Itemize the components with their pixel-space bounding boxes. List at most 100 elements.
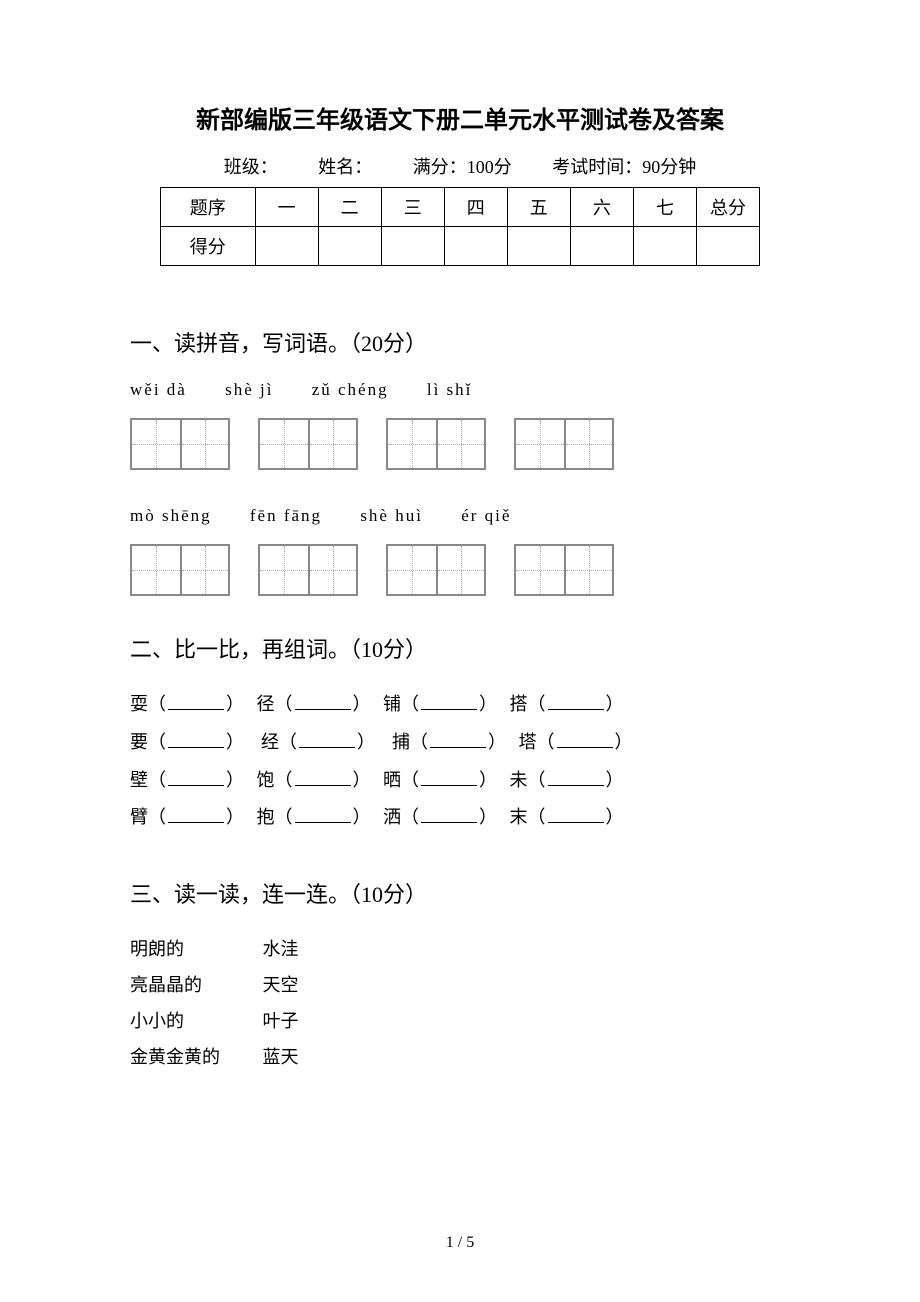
char-box (564, 420, 612, 468)
char-box-pair (386, 418, 486, 470)
score-col-total: 总分 (696, 188, 759, 227)
q3-pair: 小小的 叶子 (130, 1003, 790, 1039)
char-box (516, 546, 564, 594)
char-box (436, 420, 484, 468)
char-box (180, 546, 228, 594)
q2-content: 耍（） 径（） 铺（） 搭（） 要（） 经（） 捕（） 塔（） 壁（） 饱（） … (130, 686, 790, 837)
q2-char: 抱 (257, 807, 275, 827)
score-table-score-row: 得分 (161, 227, 760, 266)
char-box (388, 420, 436, 468)
pinyin-word: zǔ chéng (312, 380, 389, 399)
q2-line: 要（） 经（） 捕（） 塔（） (130, 724, 790, 762)
char-boxes-row-1 (130, 418, 790, 470)
q3-left: 金黄金黄的 (130, 1039, 258, 1075)
score-cell (318, 227, 381, 266)
char-box (436, 546, 484, 594)
q2-char: 塔 (519, 732, 537, 752)
char-box (308, 546, 356, 594)
score-cell (633, 227, 696, 266)
q2-line: 壁（） 饱（） 晒（） 未（） (130, 762, 790, 800)
score-row-label: 得分 (161, 227, 256, 266)
q2-char: 末 (510, 807, 528, 827)
blank-field (295, 805, 351, 823)
class-label: 班级： (224, 157, 278, 177)
pinyin-word: fēn fāng (250, 506, 322, 525)
q2-char: 捕 (392, 732, 410, 752)
char-box (132, 420, 180, 468)
q2-line: 耍（） 径（） 铺（） 搭（） (130, 686, 790, 724)
q3-left: 小小的 (130, 1003, 258, 1039)
q1-pinyin-row-1: wěi dà shè jì zǔ chéng lì shǐ (130, 380, 790, 400)
q3-content: 明朗的 水洼 亮晶晶的 天空 小小的 叶子 金黄金黄的 蓝天 (130, 931, 790, 1075)
q2-char: 晒 (383, 770, 401, 790)
score-col-3: 三 (381, 188, 444, 227)
pinyin-word: shè huì (360, 506, 423, 525)
blank-field (557, 730, 613, 748)
blank-field (421, 768, 477, 786)
char-box-pair (514, 544, 614, 596)
full-score: 满分：100分 (413, 157, 512, 177)
blank-field (168, 805, 224, 823)
blank-field (168, 730, 224, 748)
score-cell (444, 227, 507, 266)
q3-pair: 明朗的 水洼 (130, 931, 790, 967)
char-boxes-row-2 (130, 544, 790, 596)
q2-char: 洒 (383, 807, 401, 827)
score-table: 题序 一 二 三 四 五 六 七 总分 得分 (160, 187, 760, 266)
blank-field (168, 768, 224, 786)
q3-left: 明朗的 (130, 931, 258, 967)
q2-char: 未 (510, 770, 528, 790)
char-box-pair (258, 544, 358, 596)
q3-right: 叶子 (263, 1011, 299, 1031)
char-box (180, 420, 228, 468)
score-cell (255, 227, 318, 266)
char-box (132, 546, 180, 594)
score-cell (696, 227, 759, 266)
char-box (308, 420, 356, 468)
q3-right: 天空 (263, 975, 299, 995)
score-col-4: 四 (444, 188, 507, 227)
q1-heading: 一、读拼音，写词语。（20分） (130, 326, 790, 358)
score-col-1: 一 (255, 188, 318, 227)
blank-field (295, 768, 351, 786)
char-box (260, 546, 308, 594)
char-box-pair (258, 418, 358, 470)
q3-heading: 三、读一读，连一连。（10分） (130, 877, 790, 909)
score-col-2: 二 (318, 188, 381, 227)
exam-info-line: 班级： 姓名： 满分：100分 考试时间：90分钟 (130, 153, 790, 179)
blank-field (548, 692, 604, 710)
q2-char: 铺 (383, 694, 401, 714)
char-box-pair (386, 544, 486, 596)
pinyin-word: lì shǐ (427, 380, 473, 399)
q3-right: 水洼 (263, 939, 299, 959)
score-cell (381, 227, 444, 266)
char-box-pair (130, 544, 230, 596)
char-box-pair (130, 418, 230, 470)
q2-line: 臂（） 抱（） 洒（） 末（） (130, 799, 790, 837)
blank-field (548, 768, 604, 786)
blank-field (548, 805, 604, 823)
q2-heading: 二、比一比，再组词。（10分） (130, 632, 790, 664)
score-col-5: 五 (507, 188, 570, 227)
q2-char: 饱 (257, 770, 275, 790)
pinyin-word: ér qiě (461, 506, 511, 525)
exam-time: 考试时间：90分钟 (552, 157, 696, 177)
q2-char: 臂 (130, 807, 148, 827)
q2-char: 耍 (130, 694, 148, 714)
blank-field (430, 730, 486, 748)
score-cell (570, 227, 633, 266)
q2-char: 经 (261, 732, 279, 752)
score-table-header-row: 题序 一 二 三 四 五 六 七 总分 (161, 188, 760, 227)
blank-field (421, 805, 477, 823)
q3-pair: 亮晶晶的 天空 (130, 967, 790, 1003)
char-box (516, 420, 564, 468)
q2-char: 壁 (130, 770, 148, 790)
q2-char: 要 (130, 732, 148, 752)
pinyin-word: shè jì (225, 380, 273, 399)
blank-field (421, 692, 477, 710)
score-col-6: 六 (570, 188, 633, 227)
name-label: 姓名： (318, 157, 372, 177)
q3-pair: 金黄金黄的 蓝天 (130, 1039, 790, 1075)
blank-field (295, 692, 351, 710)
pinyin-word: mò shēng (130, 506, 212, 525)
